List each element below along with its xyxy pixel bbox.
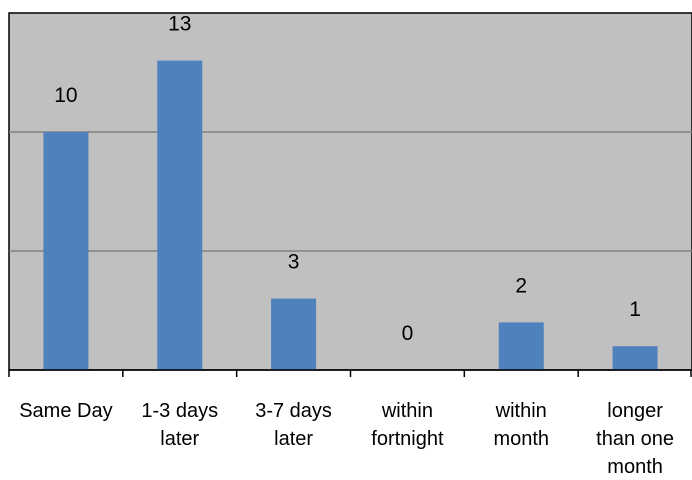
bar-4 <box>498 322 544 370</box>
bar-0 <box>43 132 89 370</box>
bars <box>43 60 658 370</box>
x-tick-label-0: Same Day <box>19 400 112 422</box>
data-labels: 10 13 3 0 2 1 <box>54 13 641 345</box>
x-tick-label-3: within fortnight <box>371 400 444 450</box>
bar-1 <box>157 60 203 370</box>
x-tick-labels: Same Day 1-3 days later 3-7 days later within… <box>19 400 674 478</box>
x-tick-label-4: within month <box>493 400 549 450</box>
data-label-1: 13 <box>168 13 191 36</box>
x-axis <box>8 369 692 377</box>
x-tick-label-2: 3-7 days later <box>255 400 332 450</box>
data-label-3: 0 <box>402 322 414 345</box>
x-tick-label-1: 1-3 days later <box>141 400 218 450</box>
data-label-2: 3 <box>288 251 300 274</box>
x-tick-label-5: longer than one month <box>596 400 674 478</box>
data-label-5: 1 <box>629 298 641 321</box>
bar-2 <box>271 298 317 370</box>
plot-area <box>8 12 692 371</box>
data-label-4: 2 <box>515 274 527 297</box>
gridlines <box>9 131 692 252</box>
bar-5 <box>612 346 658 370</box>
data-label-0: 10 <box>54 84 77 107</box>
